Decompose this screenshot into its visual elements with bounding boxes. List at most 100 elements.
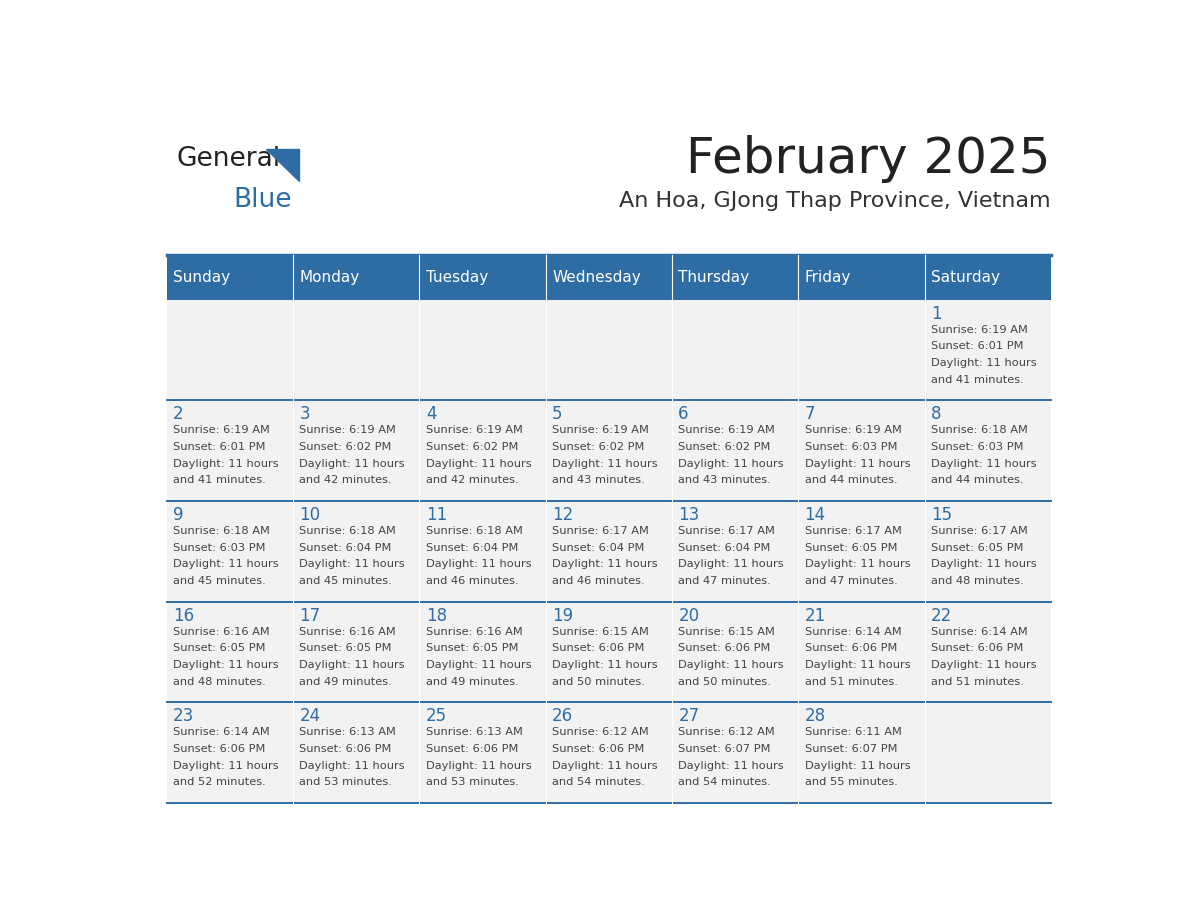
Text: 6: 6 [678, 405, 689, 423]
Text: and 48 minutes.: and 48 minutes. [931, 576, 1024, 586]
Text: and 54 minutes.: and 54 minutes. [552, 778, 645, 788]
Text: and 43 minutes.: and 43 minutes. [678, 476, 771, 486]
Text: 9: 9 [173, 506, 184, 524]
Text: February 2025: February 2025 [687, 135, 1051, 183]
Text: 19: 19 [552, 607, 573, 624]
Text: Daylight: 11 hours: Daylight: 11 hours [678, 660, 784, 670]
Text: 14: 14 [804, 506, 826, 524]
Text: Daylight: 11 hours: Daylight: 11 hours [299, 761, 405, 770]
Text: 17: 17 [299, 607, 321, 624]
Text: Daylight: 11 hours: Daylight: 11 hours [804, 761, 910, 770]
Bar [166, 299, 293, 400]
Bar [545, 702, 672, 803]
Bar [293, 255, 419, 299]
Text: and 55 minutes.: and 55 minutes. [804, 778, 897, 788]
Bar [924, 255, 1051, 299]
Text: Sunrise: 6:18 AM: Sunrise: 6:18 AM [299, 526, 397, 536]
Bar [545, 255, 672, 299]
Text: and 45 minutes.: and 45 minutes. [299, 576, 392, 586]
Text: Sunset: 6:06 PM: Sunset: 6:06 PM [299, 744, 392, 754]
Text: Sunrise: 6:19 AM: Sunrise: 6:19 AM [173, 425, 270, 435]
Text: Sunrise: 6:18 AM: Sunrise: 6:18 AM [425, 526, 523, 536]
Bar [166, 400, 293, 501]
Text: Sunset: 6:02 PM: Sunset: 6:02 PM [678, 442, 771, 452]
Bar [166, 501, 293, 601]
Text: 5: 5 [552, 405, 563, 423]
Text: Sunrise: 6:14 AM: Sunrise: 6:14 AM [804, 627, 902, 637]
Text: Daylight: 11 hours: Daylight: 11 hours [425, 660, 531, 670]
Bar [419, 702, 545, 803]
Text: and 47 minutes.: and 47 minutes. [678, 576, 771, 586]
Text: General: General [176, 145, 280, 172]
Text: Daylight: 11 hours: Daylight: 11 hours [173, 761, 279, 770]
Text: Sunrise: 6:17 AM: Sunrise: 6:17 AM [804, 526, 902, 536]
Text: Daylight: 11 hours: Daylight: 11 hours [678, 761, 784, 770]
Text: Sunset: 6:04 PM: Sunset: 6:04 PM [425, 543, 518, 553]
Text: Thursday: Thursday [678, 270, 750, 285]
Text: and 46 minutes.: and 46 minutes. [425, 576, 518, 586]
Bar [924, 501, 1051, 601]
Text: Sunrise: 6:14 AM: Sunrise: 6:14 AM [931, 627, 1028, 637]
Text: Sunday: Sunday [173, 270, 230, 285]
Text: Sunrise: 6:19 AM: Sunrise: 6:19 AM [931, 325, 1028, 335]
Text: Sunrise: 6:16 AM: Sunrise: 6:16 AM [173, 627, 270, 637]
Text: 4: 4 [425, 405, 436, 423]
Text: Sunset: 6:06 PM: Sunset: 6:06 PM [552, 644, 644, 654]
Bar [419, 400, 545, 501]
Text: Daylight: 11 hours: Daylight: 11 hours [804, 559, 910, 569]
Bar [293, 501, 419, 601]
Text: 1: 1 [931, 305, 941, 322]
Bar [545, 299, 672, 400]
Text: Sunrise: 6:12 AM: Sunrise: 6:12 AM [552, 727, 649, 737]
Text: Daylight: 11 hours: Daylight: 11 hours [552, 559, 658, 569]
Text: 23: 23 [173, 707, 195, 725]
Text: and 41 minutes.: and 41 minutes. [931, 375, 1024, 385]
Text: Daylight: 11 hours: Daylight: 11 hours [425, 559, 531, 569]
Text: Sunrise: 6:17 AM: Sunrise: 6:17 AM [552, 526, 649, 536]
Text: Sunset: 6:02 PM: Sunset: 6:02 PM [552, 442, 644, 452]
Text: Sunrise: 6:18 AM: Sunrise: 6:18 AM [173, 526, 270, 536]
Text: Sunset: 6:03 PM: Sunset: 6:03 PM [931, 442, 1023, 452]
Text: and 44 minutes.: and 44 minutes. [804, 476, 897, 486]
Text: Daylight: 11 hours: Daylight: 11 hours [931, 660, 1036, 670]
Text: Daylight: 11 hours: Daylight: 11 hours [299, 660, 405, 670]
Text: Sunset: 6:04 PM: Sunset: 6:04 PM [552, 543, 644, 553]
Text: Sunset: 6:01 PM: Sunset: 6:01 PM [173, 442, 266, 452]
Text: Sunset: 6:03 PM: Sunset: 6:03 PM [173, 543, 266, 553]
Text: Sunrise: 6:13 AM: Sunrise: 6:13 AM [299, 727, 397, 737]
Text: Sunrise: 6:19 AM: Sunrise: 6:19 AM [552, 425, 649, 435]
Text: Daylight: 11 hours: Daylight: 11 hours [173, 660, 279, 670]
Text: Sunrise: 6:12 AM: Sunrise: 6:12 AM [678, 727, 775, 737]
Text: Sunset: 6:03 PM: Sunset: 6:03 PM [804, 442, 897, 452]
Text: Sunset: 6:06 PM: Sunset: 6:06 PM [173, 744, 266, 754]
Text: Sunrise: 6:19 AM: Sunrise: 6:19 AM [425, 425, 523, 435]
Text: Sunset: 6:05 PM: Sunset: 6:05 PM [299, 644, 392, 654]
Text: Daylight: 11 hours: Daylight: 11 hours [931, 459, 1036, 468]
Bar [798, 501, 924, 601]
Text: Sunset: 6:06 PM: Sunset: 6:06 PM [425, 744, 518, 754]
Text: 11: 11 [425, 506, 447, 524]
Text: 20: 20 [678, 607, 700, 624]
Bar [798, 702, 924, 803]
Bar [798, 255, 924, 299]
Text: and 49 minutes.: and 49 minutes. [425, 677, 518, 687]
Bar [798, 299, 924, 400]
Text: Sunrise: 6:18 AM: Sunrise: 6:18 AM [931, 425, 1028, 435]
Text: Saturday: Saturday [931, 270, 1000, 285]
Text: 24: 24 [299, 707, 321, 725]
Text: and 44 minutes.: and 44 minutes. [931, 476, 1023, 486]
Text: Daylight: 11 hours: Daylight: 11 hours [678, 459, 784, 468]
Text: 27: 27 [678, 707, 700, 725]
Text: and 41 minutes.: and 41 minutes. [173, 476, 266, 486]
Bar [924, 299, 1051, 400]
Text: Sunrise: 6:15 AM: Sunrise: 6:15 AM [678, 627, 776, 637]
Text: Wednesday: Wednesday [552, 270, 640, 285]
Bar [924, 400, 1051, 501]
Text: Sunrise: 6:16 AM: Sunrise: 6:16 AM [425, 627, 523, 637]
Text: 12: 12 [552, 506, 574, 524]
Text: Blue: Blue [233, 186, 292, 212]
Text: and 54 minutes.: and 54 minutes. [678, 778, 771, 788]
Text: 22: 22 [931, 607, 952, 624]
Bar [545, 400, 672, 501]
Text: Daylight: 11 hours: Daylight: 11 hours [804, 459, 910, 468]
